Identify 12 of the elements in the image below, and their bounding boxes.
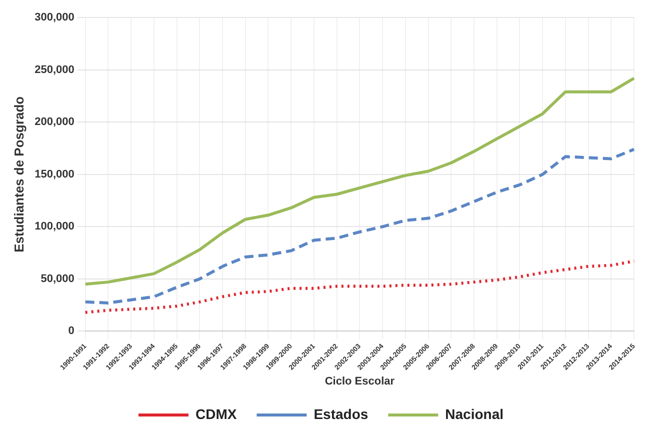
y-tick-label: 50,000 bbox=[40, 272, 74, 285]
legend-label: CDMX bbox=[195, 406, 238, 422]
y-tick-label: 250,000 bbox=[34, 64, 74, 76]
y-tick-label: 0 bbox=[68, 325, 74, 338]
legend-label: Nacional bbox=[445, 406, 504, 422]
y-axis-title: Estudiantes de Posgrado bbox=[11, 96, 26, 252]
legend-label: Estados bbox=[314, 406, 368, 422]
x-axis-title: Ciclo Escolar bbox=[324, 375, 396, 388]
y-tick-label: 150,000 bbox=[34, 168, 74, 180]
y-tick-label: 300,000 bbox=[34, 12, 74, 24]
y-tick-label: 100,000 bbox=[34, 220, 74, 233]
y-tick-label: 200,000 bbox=[34, 116, 74, 128]
